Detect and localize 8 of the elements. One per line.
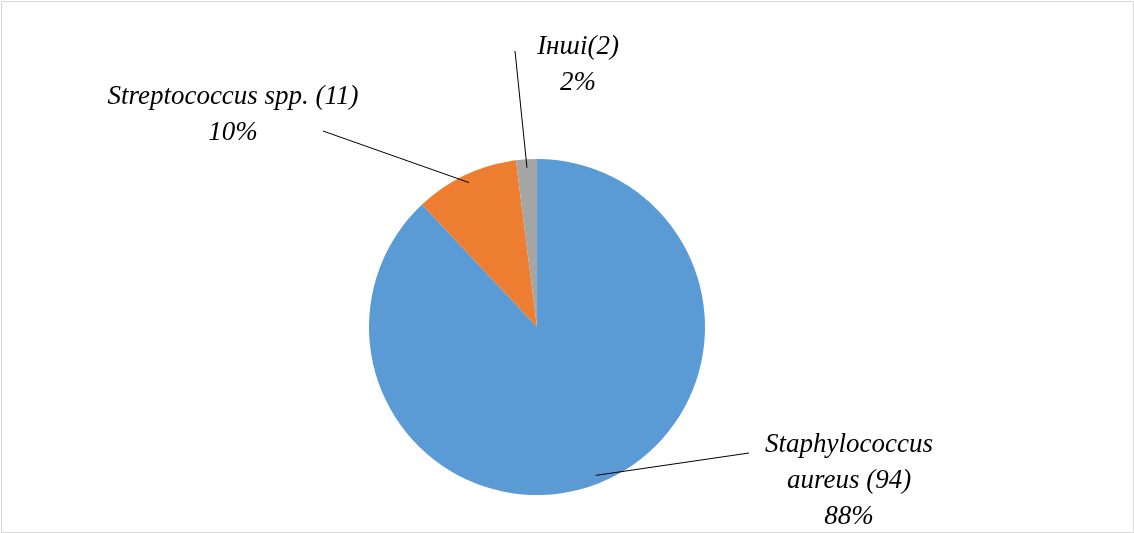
pie-slice [422, 160, 537, 327]
pie-slice [369, 159, 705, 495]
slice-label: Streptococcus spp. (11) [107, 80, 359, 110]
slice-label: Staphylococcus aureus (94) [765, 428, 933, 494]
data-label: 88% [824, 500, 874, 530]
data-label: 10% [208, 116, 258, 146]
data-label: 2% [560, 66, 596, 96]
slice-label: Інші(2) [536, 30, 619, 60]
